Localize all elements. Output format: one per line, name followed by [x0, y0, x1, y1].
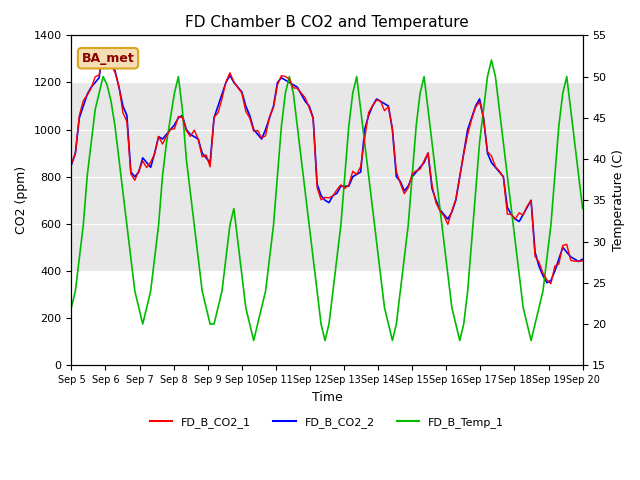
Title: FD Chamber B CO2 and Temperature: FD Chamber B CO2 and Temperature: [185, 15, 469, 30]
Legend: FD_B_CO2_1, FD_B_CO2_2, FD_B_Temp_1: FD_B_CO2_1, FD_B_CO2_2, FD_B_Temp_1: [146, 412, 508, 432]
X-axis label: Time: Time: [312, 391, 342, 404]
Y-axis label: CO2 (ppm): CO2 (ppm): [15, 166, 28, 234]
Text: BA_met: BA_met: [82, 52, 134, 65]
Bar: [72, 83, 582, 271]
Y-axis label: Temperature (C): Temperature (C): [612, 149, 625, 251]
